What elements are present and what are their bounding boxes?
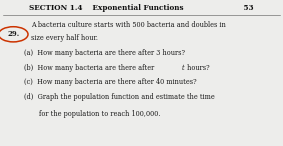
Text: 29.: 29.: [7, 30, 20, 38]
Text: (c)  How many bacteria are there after 40 minutes?: (c) How many bacteria are there after 40…: [24, 78, 197, 86]
Text: size every half hour.: size every half hour.: [31, 34, 98, 42]
Text: (a)  How many bacteria are there after 3 hours?: (a) How many bacteria are there after 3 …: [24, 49, 185, 57]
Text: (b)  How many bacteria are there after: (b) How many bacteria are there after: [24, 64, 156, 72]
Text: A bacteria culture starts with 500 bacteria and doubles in: A bacteria culture starts with 500 bacte…: [31, 21, 226, 29]
Text: t: t: [182, 64, 184, 72]
Text: hours?: hours?: [185, 64, 210, 72]
Text: SECTION 1.4    Exponential Functions                        53: SECTION 1.4 Exponential Functions 53: [29, 4, 254, 12]
Text: (d)  Graph the population function and estimate the time: (d) Graph the population function and es…: [24, 93, 215, 101]
Text: for the population to reach 100,000.: for the population to reach 100,000.: [39, 110, 160, 118]
